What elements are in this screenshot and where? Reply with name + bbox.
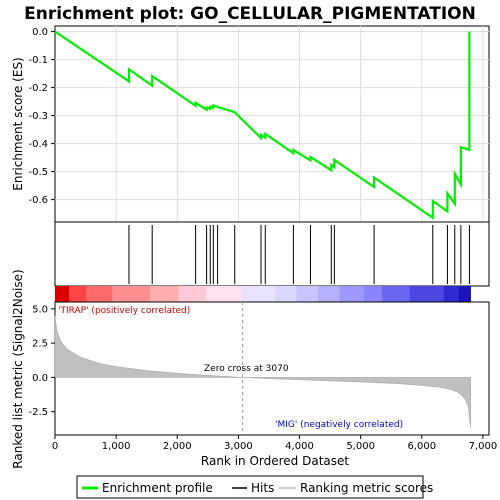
ranking-metric-area-fill	[54, 315, 471, 429]
hits-panel-frame	[54, 221, 490, 287]
x-axis-label: Rank in Ordered Dataset	[201, 454, 349, 468]
zero-cross-label: Zero cross at 3070	[204, 364, 289, 374]
heatmap-block	[275, 286, 297, 302]
chart-title: Enrichment plot: GO_CELLULAR_PIGMENTATIO…	[24, 4, 476, 24]
enrichment-profile-line	[54, 30, 471, 220]
x-tick-label: 4,000	[285, 441, 314, 452]
es-y-tick-label: -0.2	[28, 83, 48, 94]
heatmap-block	[150, 286, 179, 302]
enrichment-profile-layer	[54, 30, 471, 220]
x-tick-label: 5,000	[346, 441, 375, 452]
ranking-metric-area	[54, 302, 471, 435]
metric-y-axis-label: Ranked list metric (Signal2Noise)	[11, 269, 25, 468]
legend-hits-label: Hits	[251, 481, 274, 495]
heatmap-block	[206, 286, 242, 302]
metric-y-tick-label: 2.5	[32, 339, 48, 350]
x-tick-label: 1,000	[102, 441, 131, 452]
heatmap-block	[55, 286, 70, 302]
metric-y-tick-label: 0.0	[32, 373, 48, 384]
rank-heatmap-bar	[55, 286, 471, 302]
metric-y-tick-label: -2.5	[28, 407, 48, 418]
es-y-tick-label: -0.5	[28, 167, 48, 178]
es-y-tick-label: -0.3	[28, 111, 48, 122]
es-panel-frame	[54, 25, 490, 223]
heatmap-block	[69, 286, 87, 302]
es-y-tick-label: -0.1	[28, 55, 48, 66]
heatmap-block	[363, 286, 383, 302]
heatmap-block	[241, 286, 276, 302]
legend-box	[76, 475, 424, 499]
axes-ticks: 0.0 -0.1 -0.2 -0.3 -0.4 -0.5 -0.6 5.0 2.5 0.0 -2.5…	[28, 27, 497, 452]
heatmap-block	[382, 286, 410, 302]
es-y-tick-label: -0.4	[28, 139, 48, 150]
heatmap-block	[112, 286, 151, 302]
heatmap-block	[317, 286, 340, 302]
x-tick-label: 3,000	[224, 441, 253, 452]
legend-metric-label: Ranking metric scores	[300, 481, 433, 495]
x-tick-label: 2,000	[163, 441, 192, 452]
es-y-axis-label: Enrichment score (ES)	[11, 57, 25, 190]
x-tick-label: 6,000	[407, 441, 436, 452]
heatmap-block	[443, 286, 459, 302]
positive-correlation-label: 'TIRAP' (positively correlated)	[58, 306, 190, 316]
negative-correlation-label: 'MIG' (negatively correlated)	[275, 420, 403, 430]
es-y-tick-label: -0.6	[28, 195, 48, 206]
es-gridlines	[55, 26, 489, 222]
metric-y-tick-label: 5.0	[32, 304, 48, 315]
heatmap-block	[86, 286, 113, 302]
heatmap-block	[458, 286, 471, 302]
heatmap-block	[296, 286, 318, 302]
legend-enrichment-label: Enrichment profile	[102, 481, 213, 495]
heatmap-block	[178, 286, 207, 302]
legend: Enrichment profile Hits Ranking metric s…	[76, 475, 433, 499]
hit-markers	[128, 225, 470, 284]
x-tick-label: 7,000	[469, 441, 498, 452]
x-tick-label: 0	[52, 441, 58, 452]
heatmap-block	[409, 286, 444, 302]
es-y-tick-label: 0.0	[32, 27, 48, 38]
heatmap-block	[339, 286, 364, 302]
